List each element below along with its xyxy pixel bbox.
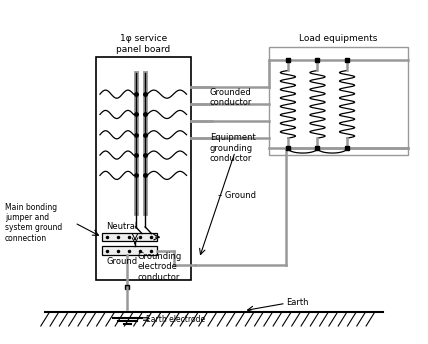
Text: Ground: Ground	[106, 257, 137, 266]
Text: Equipment
grounding
conductor: Equipment grounding conductor	[210, 133, 256, 163]
Bar	[102, 246, 157, 255]
Bar	[96, 57, 191, 280]
Text: Earth electrode: Earth electrode	[146, 315, 205, 324]
Bar	[269, 47, 408, 155]
Text: Earth: Earth	[286, 298, 308, 307]
Text: 1φ service
panel board: 1φ service panel board	[116, 34, 170, 54]
Text: – Ground: – Ground	[218, 191, 256, 200]
Bar	[102, 233, 157, 241]
Text: Grounded
conductor: Grounded conductor	[210, 88, 252, 107]
Text: Neutral: Neutral	[106, 222, 137, 231]
Text: ≡: ≡	[142, 314, 150, 324]
Text: Main bonding
jumper and
system ground
connection: Main bonding jumper and system ground co…	[5, 203, 62, 243]
Text: Grounding
electrode
conductor: Grounding electrode conductor	[138, 252, 182, 282]
Text: Load equipments: Load equipments	[300, 34, 378, 43]
